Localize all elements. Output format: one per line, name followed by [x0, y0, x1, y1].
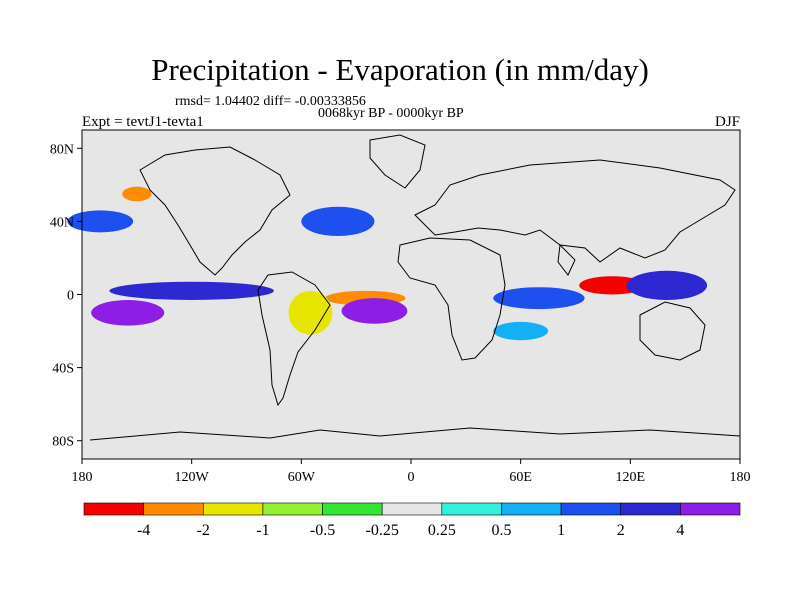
coast-south-america	[257, 271, 331, 407]
colorbar-swatch	[83, 502, 144, 516]
colorbar-label: -0.5	[310, 522, 335, 539]
x-tick-label: 0	[408, 470, 415, 485]
colorbar-swatch	[202, 502, 264, 516]
colorbar-swatch	[322, 502, 383, 516]
y-tick-label: 40S	[52, 362, 74, 377]
field-north-atlantic-storm-track	[301, 206, 375, 237]
x-axis: 180 120W 60W 0 60E 120E 180	[72, 459, 751, 485]
y-tick-label: 40N	[50, 215, 74, 230]
y-tick-label: 80N	[50, 142, 74, 157]
field-amazon-moist	[288, 290, 333, 335]
coast-eurasia	[414, 159, 736, 263]
field-maritime-continent-dry	[579, 276, 645, 295]
x-tick-label: 60W	[288, 470, 316, 485]
field-south-pacific-convergence	[91, 299, 165, 326]
season-label: DJF	[714, 114, 740, 130]
colorbar-swatch	[381, 502, 443, 516]
y-tick-label: 80S	[52, 435, 74, 450]
field-indian-ocean-wet-band	[493, 287, 585, 310]
coast-antarctica	[89, 427, 741, 441]
colorbar-label: 0.5	[491, 522, 511, 539]
colorbar-swatch	[560, 502, 622, 516]
colorbar-swatch	[143, 502, 204, 516]
chart-title: Precipitation - Evaporation (in mm/day)	[151, 52, 649, 87]
coast-india	[557, 243, 576, 276]
experiment-label: Expt = tevtJ1-tevta1	[82, 114, 204, 130]
coast-africa	[397, 237, 506, 361]
field-south-indian-wet	[493, 321, 549, 341]
colorbar-label: 4	[676, 522, 684, 539]
colorbar: -4 -2 -1 -0.5 -0.25 0.25 0.5 1 2 4	[83, 502, 741, 539]
colorbar-swatch	[680, 502, 741, 516]
field-equatorial-atlantic-wet	[341, 298, 408, 324]
colorbar-swatch	[262, 502, 323, 516]
period-subtitle: 0068kyr BP - 0000kyr BP	[318, 106, 464, 121]
colorbar-swatch	[620, 502, 681, 516]
field-pacific-itcz-band	[109, 281, 274, 300]
x-tick-label: 60E	[509, 470, 532, 485]
field-western-pacific-wet	[626, 270, 708, 300]
field-gulf-of-alaska-dry	[122, 186, 152, 202]
y-axis: 80N 40N 0 40S 80S	[50, 142, 82, 450]
colorbar-label: -1	[256, 522, 269, 539]
colorbar-label: -0.25	[366, 522, 399, 539]
colorbar-swatch	[441, 502, 502, 516]
x-tick-label: 120W	[175, 470, 210, 485]
colorbar-label: 2	[617, 522, 625, 539]
x-tick-label: 180	[72, 470, 93, 485]
x-tick-label: 180	[730, 470, 751, 485]
field-north-pacific-wet	[67, 210, 134, 233]
coast-australia	[639, 301, 706, 361]
colorbar-swatch	[501, 502, 562, 516]
y-tick-label: 0	[67, 289, 74, 304]
colorbar-label: -4	[137, 522, 150, 539]
coast-north-america	[139, 146, 291, 276]
colorbar-label: 0.25	[428, 522, 456, 539]
pe-field-layer	[67, 186, 708, 341]
stats-subtitle: rmsd= 1.04402 diff= -0.00333856	[175, 94, 366, 109]
colorbar-label: 1	[557, 522, 565, 539]
colorbar-label: -2	[197, 522, 210, 539]
x-tick-label: 120E	[616, 470, 646, 485]
coast-greenland	[369, 134, 426, 189]
coastlines	[89, 134, 741, 441]
